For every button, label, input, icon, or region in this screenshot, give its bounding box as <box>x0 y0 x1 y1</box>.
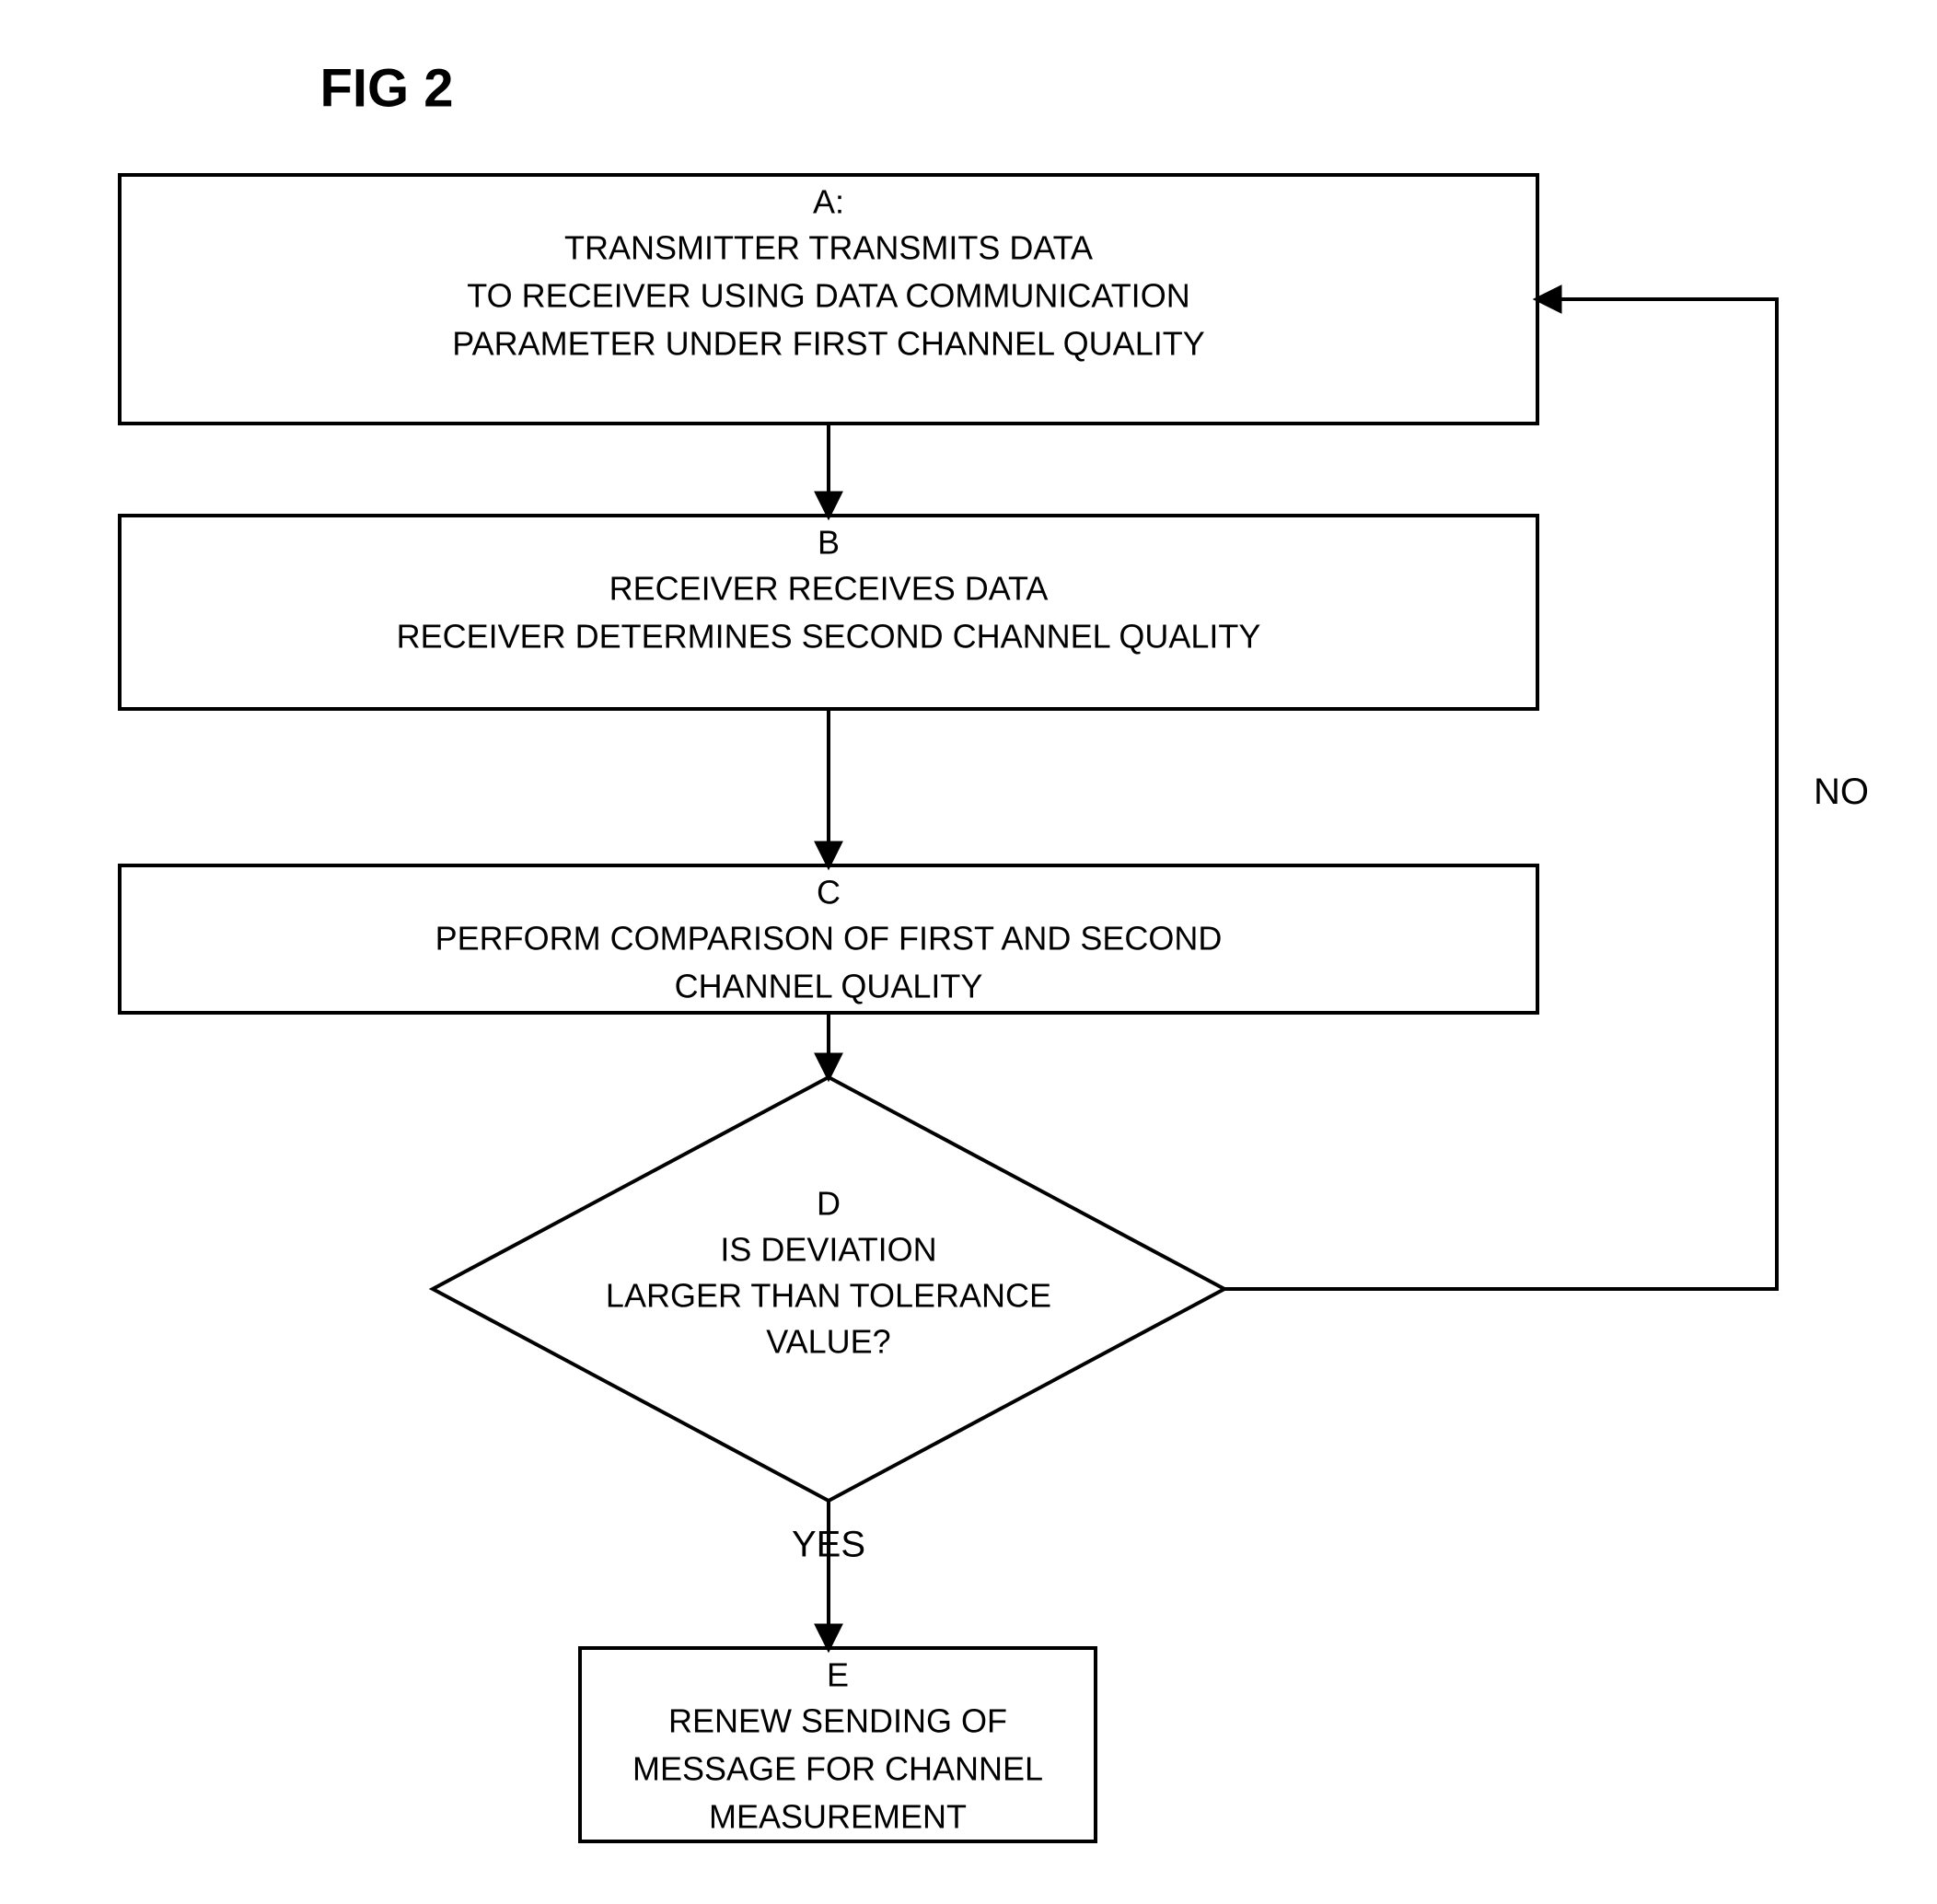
box-A-line-2: PARAMETER UNDER FIRST CHANNEL QUALITY <box>452 325 1204 363</box>
edge-yes-label: YES <box>792 1525 865 1565</box>
box-A-line-0: TRANSMITTER TRANSMITS DATA <box>564 229 1093 267</box>
diamond-D-line-2: VALUE? <box>766 1323 890 1361</box>
box-B-line-1: RECEIVER DETERMINES SECOND CHANNEL QUALI… <box>397 618 1261 656</box>
box-B-line-0: RECEIVER RECEIVES DATA <box>609 570 1049 608</box>
diamond-D-line-0: IS DEVIATION <box>720 1231 936 1269</box>
box-C-line-0: PERFORM COMPARISON OF FIRST AND SECOND <box>435 920 1223 958</box>
box-E-line-1: MESSAGE FOR CHANNEL <box>632 1750 1043 1788</box>
box-E-line-0: RENEW SENDING OF <box>668 1702 1007 1740</box>
diamond-D-line-1: LARGER THAN TOLERANCE <box>606 1277 1051 1315</box>
box-A-letter: A: <box>813 183 844 221</box>
box-C-letter: C <box>817 874 841 911</box>
box-E-line-2: MEASUREMENT <box>709 1798 967 1836</box>
diamond-D-letter: D <box>817 1185 841 1223</box>
box-B-letter: B <box>818 524 840 562</box>
figure-title: FIG 2 <box>319 58 453 118</box>
box-A-line-1: TO RECEIVER USING DATA COMMUNICATION <box>467 277 1189 315</box>
box-C-line-1: CHANNEL QUALITY <box>675 968 983 1005</box>
edge-no-label: NO <box>1814 772 1869 812</box>
box-E-letter: E <box>827 1656 849 1694</box>
